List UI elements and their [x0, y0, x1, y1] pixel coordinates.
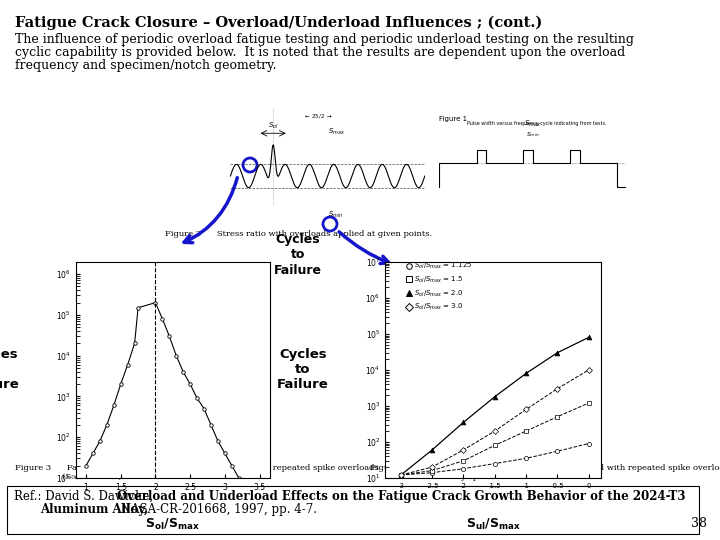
Text: Aluminum Alloy,: Aluminum Alloy, — [40, 503, 148, 516]
Text: 38: 38 — [691, 517, 707, 530]
Text: $S_{ol}$: $S_{ol}$ — [268, 120, 279, 131]
Legend: $S_{ol}/S_{max}$ = 1.125, $S_{ol}/S_{max}$ = 1.5, $S_{ol}/S_{max}$ = 2.0, $S_{ol: $S_{ol}/S_{max}$ = 1.125, $S_{ol}/S_{max… — [406, 261, 472, 312]
Text: Overload and Underload Effects on the Fatigue Crack Growth Behavior of the 2024-: Overload and Underload Effects on the Fa… — [117, 490, 685, 503]
Text: $\mathbf{S_{ol}/S_{max}}$: $\mathbf{S_{ol}/S_{max}}$ — [145, 517, 200, 532]
Text: Figure 2      Stress ratio with overloads applied at given points.: Figure 2 Stress ratio with overloads app… — [165, 230, 432, 238]
Text: Figure 4      Fatigue test results for the tests conducted with repeated spike o: Figure 4 Fatigue test results for the te… — [370, 464, 720, 481]
Text: Cycles
to
Failure: Cycles to Failure — [0, 348, 20, 392]
Text: Ref.: David S. Dawicke,: Ref.: David S. Dawicke, — [14, 490, 157, 503]
Text: The influence of periodic overload fatigue testing and periodic underload testin: The influence of periodic overload fatig… — [15, 33, 634, 46]
Text: Figure 1: Figure 1 — [439, 116, 467, 122]
Text: $S_{max}$: $S_{max}$ — [328, 127, 345, 137]
Text: Pulse width versus frequency cycle indicating from tests.: Pulse width versus frequency cycle indic… — [467, 121, 607, 126]
Text: $\leftarrow$ 25/2 $\rightarrow$: $\leftarrow$ 25/2 $\rightarrow$ — [303, 112, 333, 120]
Text: Cycles
to
Failure: Cycles to Failure — [277, 348, 329, 392]
Text: Cycles
to
Failure: Cycles to Failure — [274, 233, 322, 276]
FancyBboxPatch shape — [7, 486, 699, 534]
Text: Figure 3      Fatigue test results for the tests conducted with repeated spike o: Figure 3 Fatigue test results for the te… — [15, 464, 379, 481]
Text: Fatigue Crack Closure – Overload/Underload Influences ; (cont.): Fatigue Crack Closure – Overload/Underlo… — [15, 16, 542, 30]
Text: frequency and specimen/notch geometry.: frequency and specimen/notch geometry. — [15, 59, 276, 72]
Text: $S_{min}$: $S_{min}$ — [328, 210, 343, 220]
FancyArrowPatch shape — [339, 232, 389, 264]
Text: $S_{max}$: $S_{max}$ — [524, 119, 541, 129]
Text: cyclic capability is provided below.  It is noted that the results are dependent: cyclic capability is provided below. It … — [15, 46, 625, 59]
Text: $S_{min}$: $S_{min}$ — [526, 130, 540, 139]
FancyArrowPatch shape — [184, 178, 238, 242]
Text: NASA-CR-201668, 1997, pp. 4-7.: NASA-CR-201668, 1997, pp. 4-7. — [117, 503, 317, 516]
Text: $\mathbf{S_{ul}/S_{max}}$: $\mathbf{S_{ul}/S_{max}}$ — [466, 517, 521, 532]
